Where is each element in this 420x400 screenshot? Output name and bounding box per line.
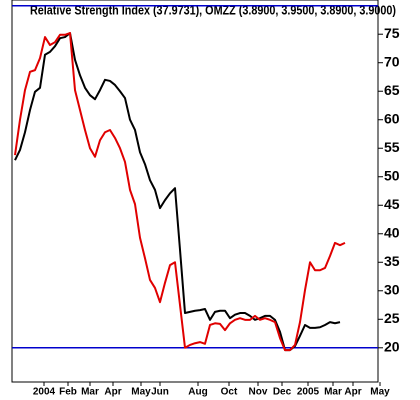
y-tick-label: 40: [384, 224, 400, 240]
y-tick-label: 20: [384, 338, 400, 354]
y-tick-label: 25: [384, 310, 400, 326]
x-tick-label: Nov: [249, 387, 268, 398]
y-tick-label: 70: [384, 53, 400, 69]
x-tick-label: May: [370, 387, 390, 398]
series-line: [14, 32, 346, 352]
x-tick-label: Apr: [344, 387, 361, 398]
series-line: [14, 32, 341, 352]
x-tick-label: 2004: [33, 387, 56, 398]
x-tick-label: Aug: [188, 387, 207, 398]
y-tick-label: 35: [384, 253, 400, 269]
x-tick-label: Jun: [151, 387, 169, 398]
x-tick-label: Mar: [81, 387, 99, 398]
y-tick-label: 60: [384, 110, 400, 126]
y-tick-label: 50: [384, 167, 400, 183]
x-tick-label: Mar: [324, 387, 342, 398]
x-tick-label: Apr: [104, 387, 121, 398]
y-tick-label: 65: [384, 82, 400, 98]
y-tick-label: 55: [384, 139, 400, 155]
x-tick-label: Feb: [59, 387, 77, 398]
x-tick-label: Dec: [273, 387, 292, 398]
x-tick-label: Oct: [221, 387, 238, 398]
chart-title: Relative Strength Index (37.9731), OMZZ …: [30, 2, 396, 17]
y-tick-label: 30: [384, 281, 400, 297]
x-tick-label: 2005: [297, 387, 320, 398]
x-tick-label: May: [131, 387, 151, 398]
y-tick-label: 45: [384, 196, 400, 212]
plot-frame: [11, 0, 379, 383]
y-tick-label: 75: [384, 25, 400, 41]
